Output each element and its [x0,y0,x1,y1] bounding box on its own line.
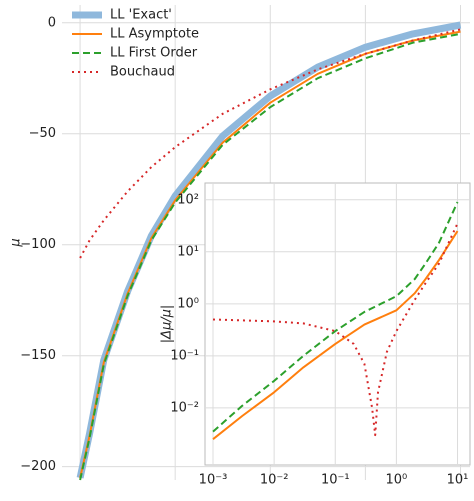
x-tick-label: 10⁻³ [199,473,228,488]
y-tick-label: −200 [20,459,56,474]
y-tick-label: −100 [20,237,56,252]
y-tick-label: 10⁻¹ [170,348,199,363]
y-tick-label: −150 [20,348,56,363]
series-line [212,201,459,433]
series-line [212,230,459,440]
y-axis-label: μ [9,238,24,247]
x-tick-label: 10¹ [447,473,469,488]
x-tick-label: 10⁻² [260,473,289,488]
series-line [212,223,459,437]
legend-label: LL First Order [110,46,198,61]
y-tick-label: 10² [177,192,199,207]
x-tick-label: 10⁻¹ [321,473,350,488]
y-tick-label: 10⁰ [177,296,199,311]
plot-area [204,182,471,466]
x-tick-label: 10⁰ [386,473,408,488]
y-tick-label: 10⁻² [170,400,199,415]
y-tick-label: 10¹ [177,244,199,259]
y-axis-label: |Δμ/μ| [160,305,175,344]
y-tick-label: 0 [48,15,56,30]
legend-label: Bouchaud [110,65,175,80]
legend-label: LL 'Exact' [110,8,172,23]
y-tick-label: −50 [29,126,56,141]
legend-label: LL Asymptote [110,27,199,42]
series-line [79,32,461,481]
series-line [79,30,461,479]
